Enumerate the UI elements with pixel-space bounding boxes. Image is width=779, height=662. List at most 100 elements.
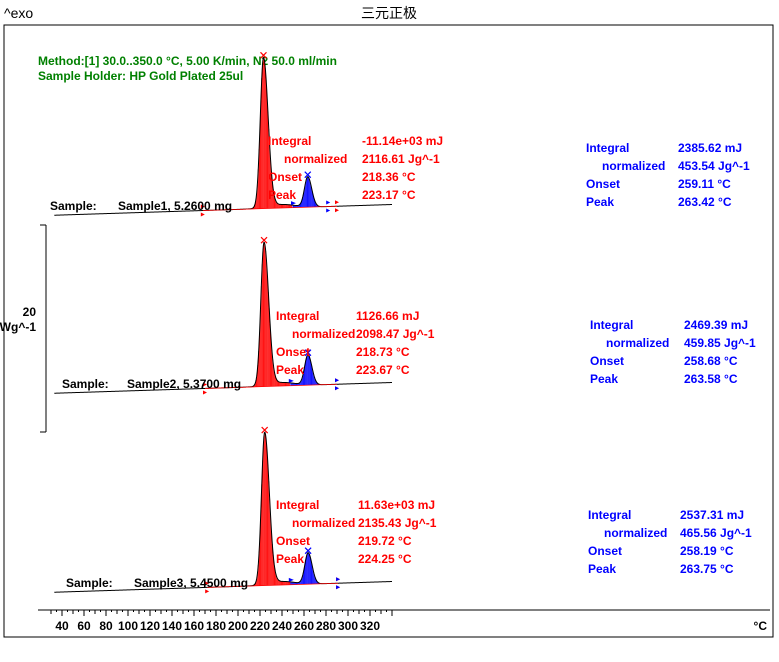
sample-label: Sample: [62,377,109,391]
plot-frame [3,24,774,638]
x-tick-label: 40 [55,619,69,633]
peak1-annotation: Integral -11.14e+03 mJ normalized 2116.61 J… [268,134,443,202]
x-tick-label: 220 [250,619,270,633]
peak1-label-peak: Peak [276,363,304,377]
peak1-value-integral: 11.63e+03 mJ [358,498,435,512]
peak2-label-onset: Onset [590,354,624,368]
x-tick-label: 140 [162,619,182,633]
peak1-value-peak: 223.67 °C [356,363,410,377]
x-tick-label: 280 [316,619,336,633]
peak2-label-normalized: normalized [604,526,667,540]
sample-label: Sample: [50,199,97,213]
peak2-end-marker [335,378,339,383]
x-tick-label: 240 [272,619,292,633]
peak1-value-peak: 224.25 °C [358,552,412,566]
sample-name: Sample1, 5.2600 mg [118,199,232,213]
dsc-curve-1: Sample: Sample1, 5.2600 mg Integral -11.14e… [50,51,750,217]
peak1-label-integral: Integral [276,309,319,323]
peak1-label-onset: Onset [276,534,310,548]
peak1-label-integral: Integral [268,134,311,148]
peak2-end-marker [335,386,339,391]
sample-name: Sample2, 5.3700 mg [127,377,241,391]
peak1-start-marker [203,390,207,395]
peak2-start-marker [291,201,296,206]
peak1-value-integral: 1126.66 mJ [356,309,419,323]
peak2-label-normalized: normalized [602,159,665,173]
peak1-max-marker [261,426,269,434]
peak2-value-peak: 263.75 °C [680,562,734,576]
peak1-label-normalized: normalized [292,516,355,530]
peak1-label-peak: Peak [276,552,304,566]
x-tick-label: 260 [294,619,314,633]
peak1-baseline [207,582,339,588]
peak2-label-onset: Onset [588,544,622,558]
dsc-curve-line [54,241,393,394]
peak2-annotation: Integral 2385.62 mJ normalized 453.54 Jg^-1… [586,141,750,209]
peak1-label-peak: Peak [268,188,296,202]
scale-bar-unit: Wg^-1 [0,320,36,334]
peak1-value-onset: 218.73 °C [356,345,410,359]
peak2-label-integral: Integral [586,141,629,155]
peak2-value-onset: 258.68 °C [684,354,738,368]
scale-bar-value: 20 [23,305,37,319]
peak1-value-integral: -11.14e+03 mJ [362,134,443,148]
peak2-value-normalized: 453.54 Jg^-1 [678,159,750,173]
x-tick-label: 100 [118,619,138,633]
peak1-end-marker [335,208,339,213]
dsc-curve-3: Sample: Sample3, 5.4500 mg Integral 11.63e+… [54,426,752,594]
chart-title: 三元正极 [361,5,417,21]
x-tick-label: 300 [338,619,358,633]
curves-group: Sample: Sample1, 5.2600 mg Integral -11.14e… [50,51,756,594]
peak1-start-marker [205,581,210,586]
peak2-label-normalized: normalized [606,336,669,350]
peak2-end-marker [336,585,341,590]
peak1-label-integral: Integral [276,498,319,512]
dsc-curve-line [54,431,393,593]
peak1-fill [252,57,293,209]
x-tick-label: 180 [206,619,226,633]
x-tick-label: 200 [228,619,248,633]
x-axis: 40 60 80 100 120 140 160 180 200 220 240 260 280 300 3… [38,609,770,633]
method-line: Method:[1] 30.0..350.0 °C, 5.00 K/min, N… [38,54,337,68]
scale-bar: 20 Wg^-1 [0,224,47,433]
peak2-label-onset: Onset [586,177,620,191]
x-axis-unit: °C [754,619,768,633]
peak1-value-onset: 218.36 °C [362,170,416,184]
x-tick-label: 60 [77,619,91,633]
peak2-label-peak: Peak [586,195,614,209]
peak2-value-integral: 2385.62 mJ [678,141,742,155]
exo-label: ^exo [4,5,33,21]
peak2-end-marker [336,577,341,582]
peak1-baseline [202,205,338,211]
peak1-label-onset: Onset [276,345,310,359]
peak1-label-normalized: normalized [292,327,355,341]
peak2-label-integral: Integral [588,508,631,522]
peak2-value-onset: 259.11 °C [678,177,731,191]
sample-name: Sample3, 5.4500 mg [134,576,248,590]
peak1-start-marker [203,382,207,387]
peak2-value-normalized: 459.85 Jg^-1 [684,336,756,350]
peak2-label-peak: Peak [590,372,618,386]
peak2-value-peak: 263.58 °C [684,372,738,386]
x-tick-label: 160 [184,619,204,633]
holder-line: Sample Holder: HP Gold Plated 25ul [38,69,243,83]
peak2-annotation: Integral 2469.39 mJ normalized 459.85 Jg^-1… [590,318,756,386]
peak2-end-marker [326,200,331,205]
peak1-value-normalized: 2116.61 Jg^-1 [362,152,440,166]
peak1-fill [253,432,291,586]
peak1-value-normalized: 2135.43 Jg^-1 [358,516,437,530]
peak1-baseline [204,383,338,389]
peak1-max-marker [260,236,268,244]
peak1-end-marker [335,200,339,205]
peak2-max-marker [304,349,312,357]
peak1-value-onset: 219.72 °C [358,534,412,548]
sample-label: Sample: [66,576,113,590]
peak2-value-peak: 263.42 °C [678,195,732,209]
x-tick-label: 320 [360,619,380,633]
peak2-value-normalized: 465.56 Jg^-1 [680,526,752,540]
peak2-value-integral: 2469.39 mJ [684,318,748,332]
peak1-fill [252,242,290,387]
